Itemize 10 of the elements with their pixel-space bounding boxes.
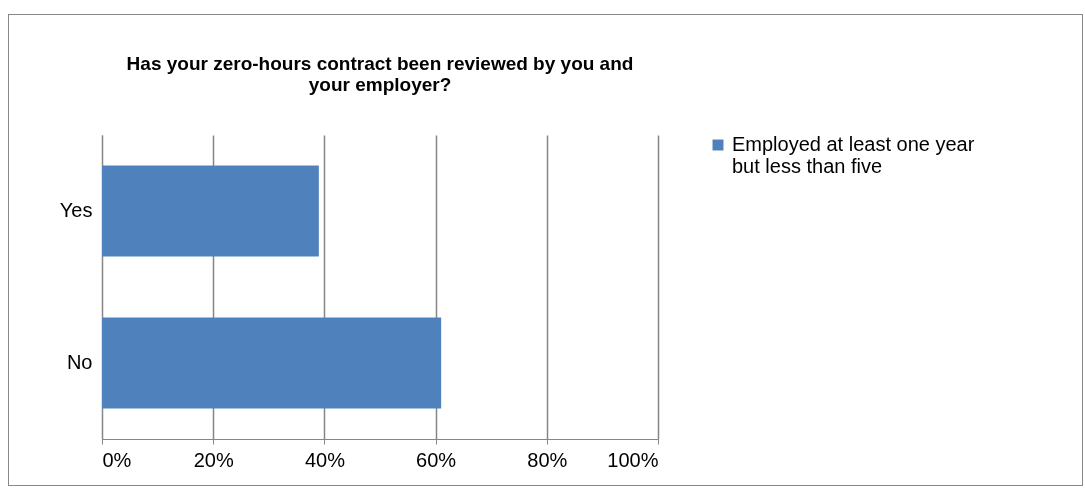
x-tick-label: 40% (304, 448, 346, 471)
x-tick-label: 60% (416, 448, 457, 471)
x-tick-label: 100% (607, 448, 659, 471)
x-tick-label: 20% (193, 448, 234, 471)
y-tick-label: No (66, 351, 93, 373)
y-tick-label: Yes (59, 199, 93, 221)
x-tick-label: 0% (102, 448, 132, 471)
chart-title: Has your zero-hours contract been reviewed by you and your employer? (126, 53, 634, 95)
x-tick-label: 80% (527, 448, 568, 471)
legend-label: Employed at least one year but less than five (732, 133, 975, 177)
